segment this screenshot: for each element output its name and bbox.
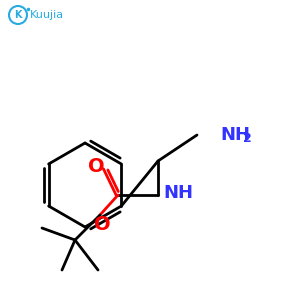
Text: NH: NH [220, 126, 250, 144]
Text: O: O [94, 215, 110, 235]
Text: NH: NH [163, 184, 193, 202]
Text: Kuujia: Kuujia [30, 10, 64, 20]
Text: O: O [88, 158, 104, 176]
Text: 2: 2 [243, 133, 252, 146]
Text: K: K [14, 10, 22, 20]
